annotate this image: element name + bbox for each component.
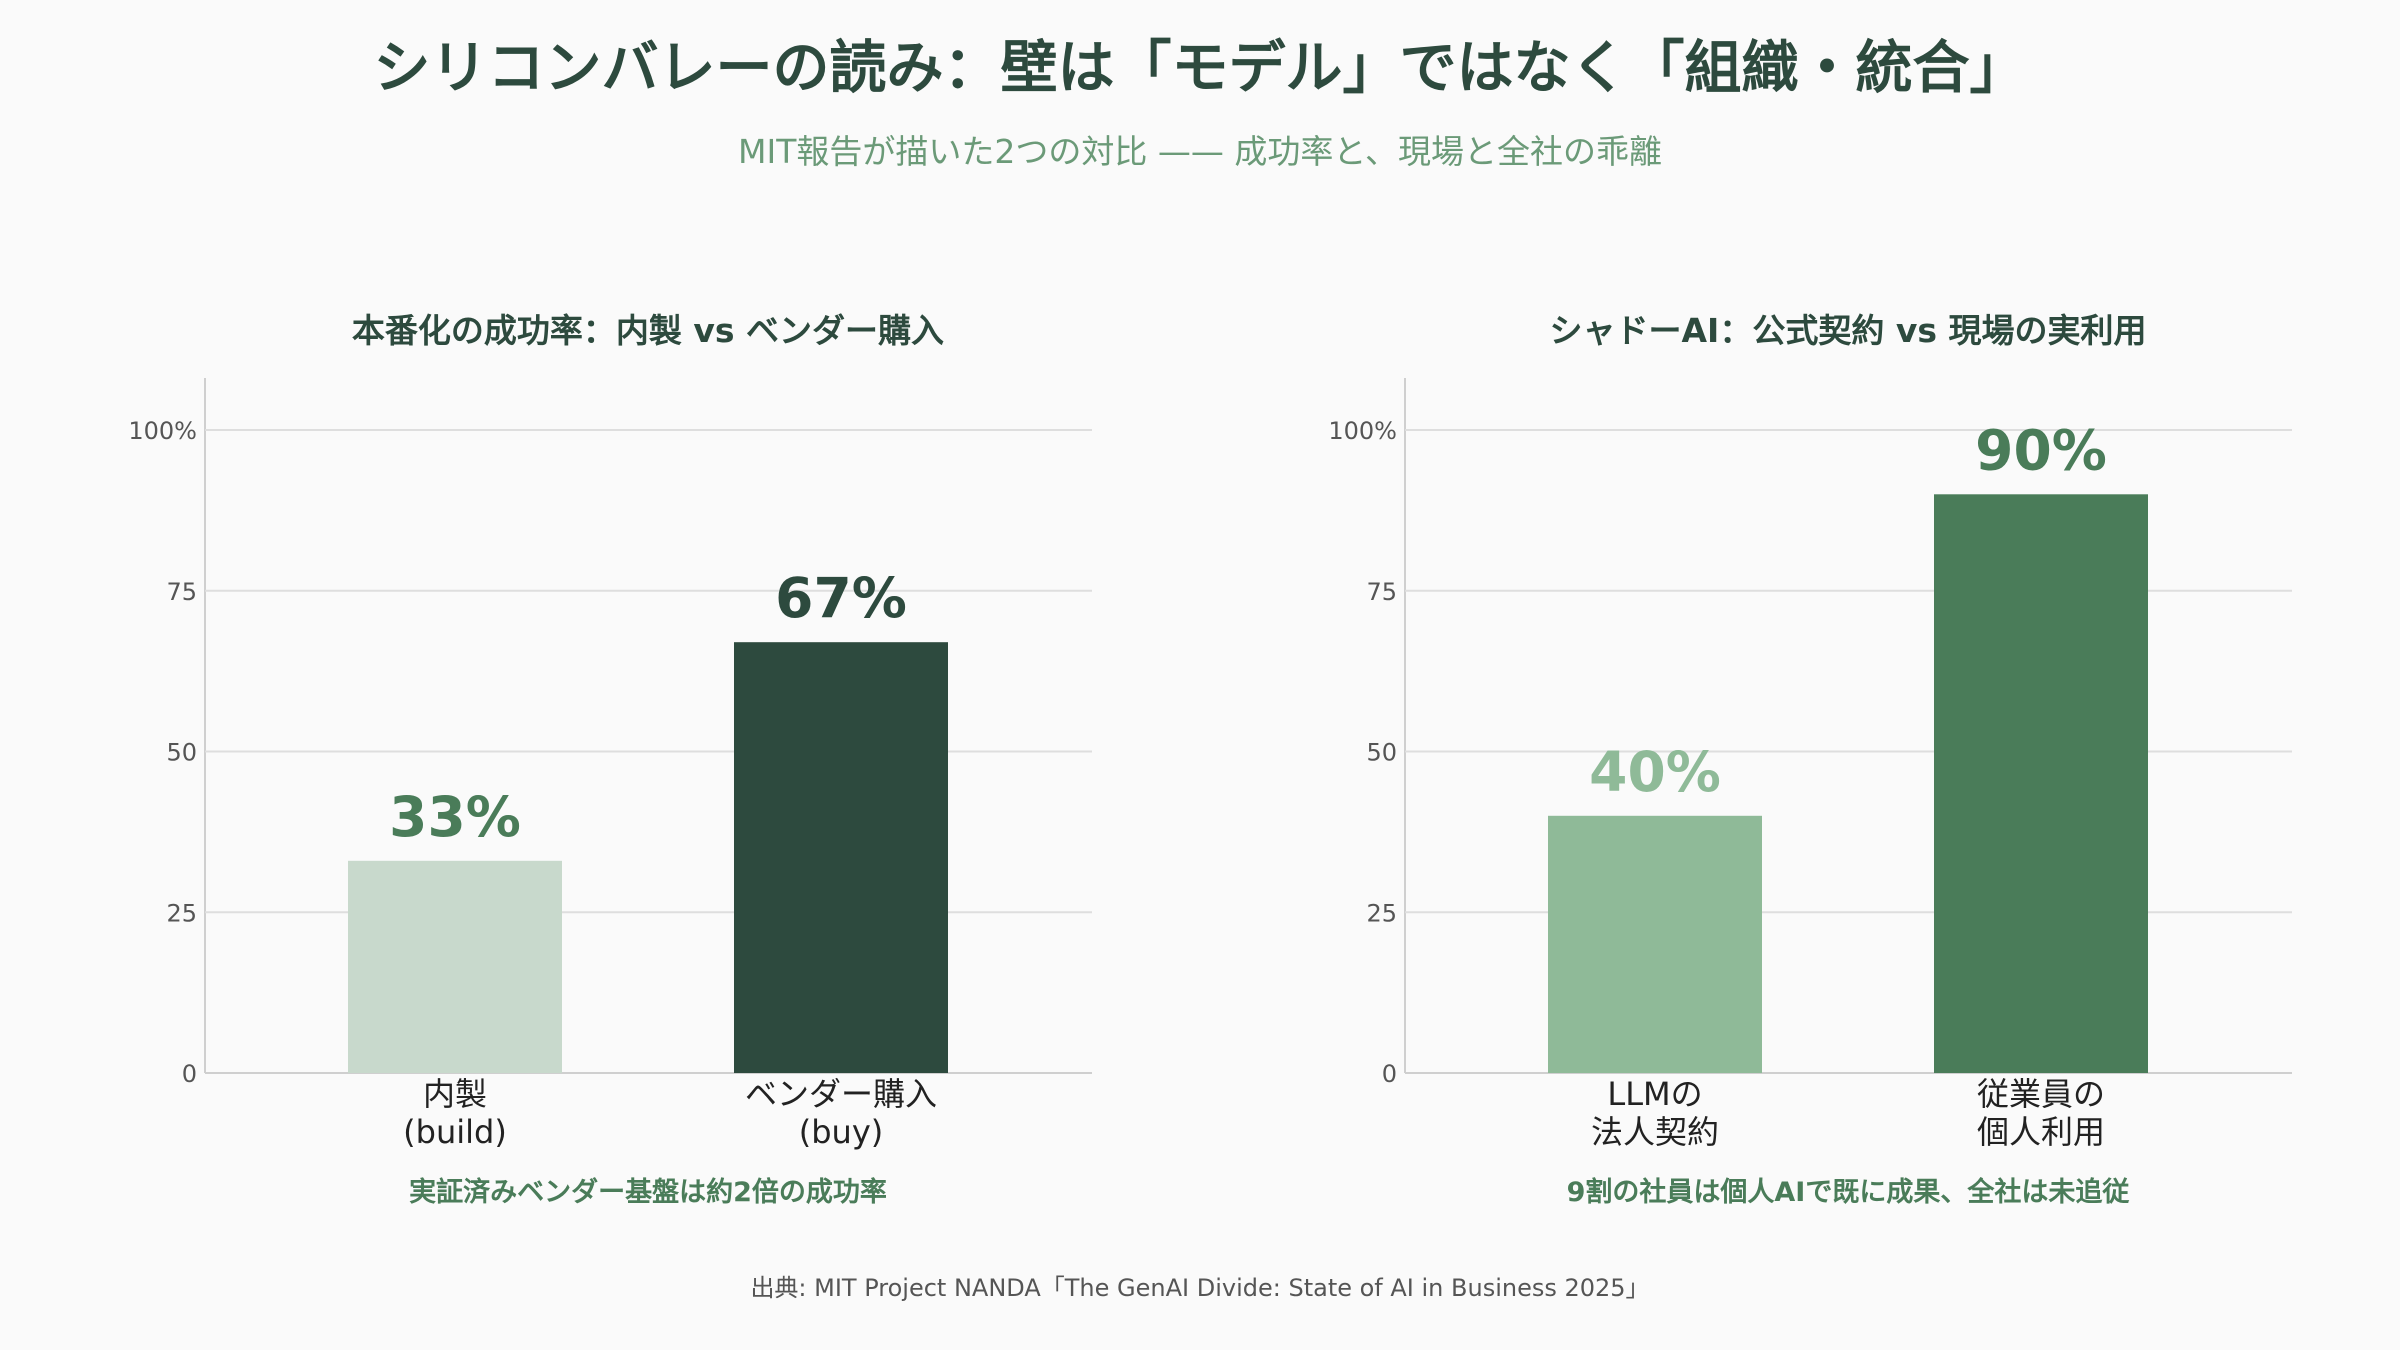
- source-note: 出典: MIT Project NANDA「The GenAI Divide: …: [750, 1274, 1649, 1302]
- x-category-label: (build): [403, 1113, 507, 1151]
- y-tick-label: 50: [166, 739, 197, 767]
- bar-value-label: 90%: [1975, 418, 2107, 482]
- y-tick-label: 0: [182, 1060, 197, 1088]
- main-title: シリコンバレーの読み：壁は「モデル」ではなく「組織・統合」: [374, 35, 2027, 101]
- x-category-label: 法人契約: [1591, 1113, 1719, 1151]
- x-category-label: LLMの: [1607, 1075, 1702, 1113]
- chart-panels: 本番化の成功率：内製 vs ベンダー購入 0 25 50 75 100% 33% 内製(bui…: [128, 311, 2292, 1208]
- bar-value-label: 67%: [775, 566, 907, 630]
- chart-panel-2: シャドーAI：公式契約 vs 現場の実利用 0 25 50 75 100% 40% LLMの法…: [1328, 311, 2292, 1208]
- panel-title: 本番化の成功率：内製 vs ベンダー購入: [352, 311, 944, 350]
- y-tick-label: 50: [1366, 739, 1397, 767]
- panel-note: 9割の社員は個人AIで既に成果、全社は未追従: [1567, 1176, 2130, 1208]
- bar: [1548, 815, 1762, 1073]
- subtitle: MIT報告が描いた2つの対比 —— 成功率と、現場と全社の乖離: [738, 132, 1662, 171]
- y-tick-label: 75: [1366, 578, 1397, 606]
- chart-panel-1: 本番化の成功率：内製 vs ベンダー購入 0 25 50 75 100% 33% 内製(bui…: [128, 311, 1092, 1208]
- x-category-label: (buy): [799, 1113, 884, 1151]
- x-category-label: 従業員の: [1977, 1075, 2105, 1113]
- bar: [1934, 494, 2148, 1073]
- bar-value-label: 40%: [1589, 740, 1721, 804]
- bar-value-label: 33%: [389, 785, 521, 849]
- x-category-label: 個人利用: [1977, 1113, 2105, 1151]
- x-category-label: 内製: [423, 1075, 487, 1113]
- panel-title: シャドーAI：公式契約 vs 現場の実利用: [1550, 311, 2147, 350]
- y-tick-label: 25: [1366, 899, 1397, 927]
- x-category-label: ベンダー購入: [745, 1075, 937, 1113]
- y-tick-label: 25: [166, 899, 197, 927]
- y-tick-label: 0: [1382, 1060, 1397, 1088]
- bar: [348, 860, 562, 1073]
- panel-note: 実証済みベンダー基盤は約2倍の成功率: [409, 1176, 887, 1208]
- y-tick-label: 100%: [1328, 417, 1397, 445]
- y-tick-label: 75: [166, 578, 197, 606]
- bar: [734, 642, 948, 1073]
- y-tick-label: 100%: [128, 417, 197, 445]
